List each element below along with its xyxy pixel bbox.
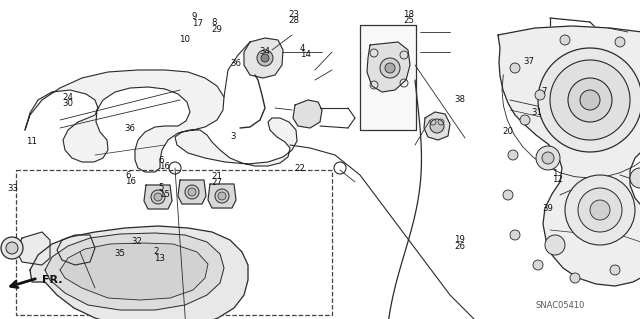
Polygon shape	[360, 25, 416, 130]
Circle shape	[261, 54, 269, 62]
Text: 6: 6	[125, 171, 131, 180]
Circle shape	[215, 189, 229, 203]
Text: 37: 37	[524, 57, 534, 66]
Text: 15: 15	[159, 190, 170, 199]
Text: FR.: FR.	[42, 275, 63, 285]
Circle shape	[6, 242, 18, 254]
Text: 36: 36	[125, 124, 136, 133]
Text: 18: 18	[403, 10, 414, 19]
Text: 31: 31	[531, 108, 542, 117]
Polygon shape	[144, 185, 172, 209]
Text: 10: 10	[179, 35, 190, 44]
Text: 7: 7	[541, 87, 547, 96]
Text: 20: 20	[502, 127, 513, 136]
Circle shape	[542, 152, 554, 164]
Polygon shape	[498, 26, 640, 286]
Polygon shape	[178, 180, 206, 204]
Polygon shape	[30, 226, 248, 319]
Text: 23: 23	[288, 10, 299, 19]
Polygon shape	[45, 233, 224, 310]
Polygon shape	[367, 42, 410, 92]
Circle shape	[510, 230, 520, 240]
Circle shape	[610, 265, 620, 275]
Circle shape	[630, 168, 640, 188]
Circle shape	[533, 260, 543, 270]
Polygon shape	[293, 100, 322, 128]
Circle shape	[510, 63, 520, 73]
Text: 25: 25	[403, 16, 414, 25]
Text: 17: 17	[192, 19, 203, 28]
Circle shape	[151, 190, 165, 204]
Text: 36: 36	[230, 59, 241, 68]
Circle shape	[430, 119, 444, 133]
Text: 5: 5	[159, 183, 164, 192]
Text: 32: 32	[131, 237, 142, 246]
Polygon shape	[208, 184, 236, 208]
Text: 4: 4	[300, 44, 305, 53]
Polygon shape	[25, 70, 297, 172]
Text: 35: 35	[114, 249, 125, 258]
Circle shape	[590, 200, 610, 220]
Text: 29: 29	[211, 25, 222, 33]
Circle shape	[535, 90, 545, 100]
Text: 30: 30	[63, 99, 74, 108]
Circle shape	[503, 190, 513, 200]
Text: 13: 13	[154, 254, 164, 263]
Polygon shape	[57, 235, 95, 265]
Polygon shape	[424, 112, 450, 140]
Circle shape	[565, 175, 635, 245]
Circle shape	[508, 150, 518, 160]
Circle shape	[520, 115, 530, 125]
Polygon shape	[244, 38, 283, 78]
Circle shape	[380, 58, 400, 78]
Circle shape	[188, 188, 196, 196]
Text: SNAC05410: SNAC05410	[535, 301, 585, 310]
Text: 33: 33	[8, 184, 19, 193]
Text: 19: 19	[454, 235, 465, 244]
Circle shape	[580, 90, 600, 110]
Circle shape	[257, 50, 273, 66]
Text: 27: 27	[211, 178, 222, 187]
Circle shape	[385, 63, 395, 73]
Text: 38: 38	[454, 95, 465, 104]
Text: 24: 24	[63, 93, 74, 101]
Text: 14: 14	[300, 50, 310, 59]
Bar	[16, 170, 332, 315]
Circle shape	[570, 273, 580, 283]
Circle shape	[545, 235, 565, 255]
Circle shape	[218, 192, 226, 200]
Circle shape	[560, 35, 570, 45]
Circle shape	[578, 188, 622, 232]
Text: 16: 16	[125, 177, 136, 186]
Text: 11: 11	[26, 137, 36, 146]
Text: 39: 39	[543, 204, 554, 212]
Circle shape	[538, 48, 640, 152]
Circle shape	[185, 185, 199, 199]
Text: 22: 22	[294, 164, 305, 173]
Text: 28: 28	[288, 16, 299, 25]
Polygon shape	[17, 232, 50, 265]
Text: 12: 12	[552, 175, 563, 184]
Text: 1: 1	[552, 169, 557, 178]
Text: 2: 2	[154, 247, 159, 256]
Circle shape	[615, 37, 625, 47]
Text: 16: 16	[159, 162, 170, 171]
Text: 8: 8	[211, 18, 217, 26]
Circle shape	[568, 78, 612, 122]
Text: 6: 6	[159, 156, 164, 165]
Polygon shape	[60, 243, 208, 300]
Text: 3: 3	[230, 132, 236, 141]
Circle shape	[536, 146, 560, 170]
Circle shape	[154, 193, 162, 201]
Text: 9: 9	[192, 12, 197, 21]
Circle shape	[1, 237, 23, 259]
Text: 34: 34	[260, 47, 271, 56]
Text: 21: 21	[211, 172, 222, 181]
Text: 26: 26	[454, 242, 465, 251]
Circle shape	[550, 60, 630, 140]
